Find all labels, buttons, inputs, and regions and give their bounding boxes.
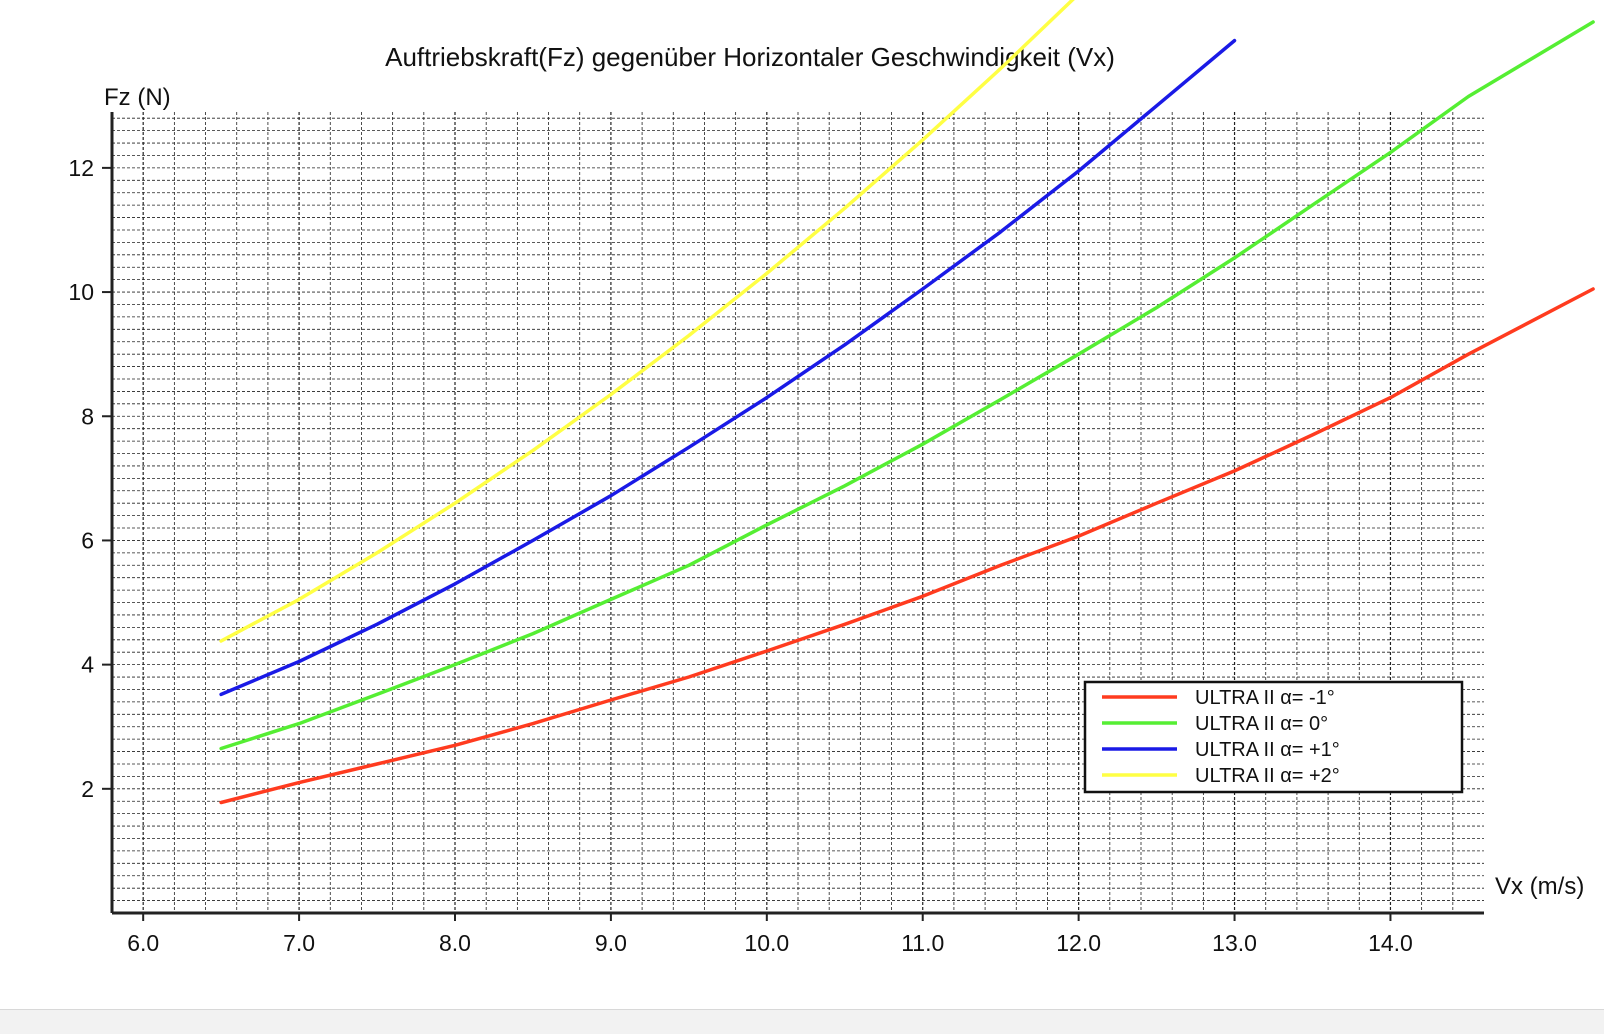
x-tick-label: 14.0 <box>1368 930 1413 956</box>
window-bottom-bar <box>0 1009 1604 1034</box>
x-tick-label: 8.0 <box>439 930 471 956</box>
y-ticks: 2 4 6 8 10 12 <box>68 155 112 802</box>
series-line-2 <box>219 20 1595 751</box>
x-tick-label: 13.0 <box>1212 930 1257 956</box>
legend-label-3: ULTRA II α= +1° <box>1195 739 1340 761</box>
grid <box>112 112 1484 913</box>
series-layer <box>219 0 1595 805</box>
series-line-4 <box>219 0 1075 643</box>
chart-title: Auftriebskraft(Fz) gegenüber Horizontale… <box>385 42 1115 72</box>
x-tick-label: 7.0 <box>283 930 315 956</box>
y-axis-label: Fz (N) <box>104 84 171 111</box>
y-tick-label: 10 <box>68 279 94 305</box>
y-tick-label: 4 <box>81 652 94 678</box>
legend-label-1: ULTRA II α= -1° <box>1195 687 1335 709</box>
legend-label-2: ULTRA II α= 0° <box>1195 713 1328 735</box>
legend: ULTRA II α= -1° ULTRA II α= 0° ULTRA II α=… <box>1083 680 1464 794</box>
x-axis-label: Vx (m/s) <box>1495 873 1584 900</box>
x-ticks: 6.0 7.0 8.0 9.0 10.0 11.0 12.0 13.0 14.0 <box>127 913 1413 956</box>
axes <box>110 112 1484 915</box>
y-tick-label: 2 <box>81 776 94 802</box>
y-tick-label: 8 <box>81 403 94 429</box>
x-tick-label: 10.0 <box>744 930 789 956</box>
legend-label-4: ULTRA II α= +2° <box>1195 765 1340 787</box>
x-tick-label: 12.0 <box>1056 930 1101 956</box>
x-tick-label: 9.0 <box>595 930 627 956</box>
series-line-3 <box>219 38 1237 697</box>
x-tick-label: 11.0 <box>901 930 944 956</box>
series-line-1 <box>219 287 1595 805</box>
y-tick-label: 12 <box>68 155 94 181</box>
y-tick-label: 6 <box>81 527 94 553</box>
x-tick-label: 6.0 <box>127 930 159 956</box>
